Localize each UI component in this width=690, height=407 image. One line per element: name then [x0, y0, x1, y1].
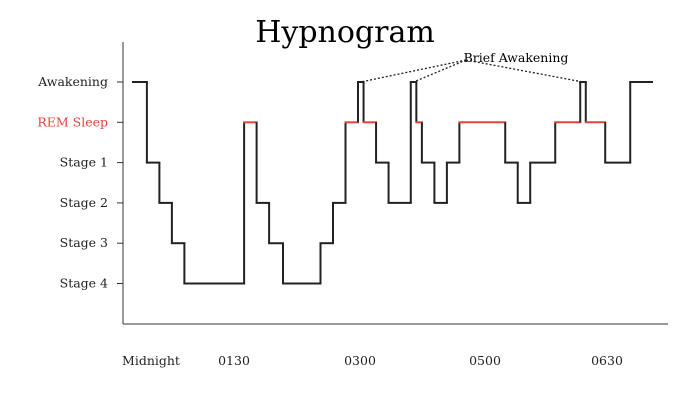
x-tick-label: 0630	[591, 353, 623, 368]
annotation-pointer	[360, 59, 467, 83]
y-tick-label: Stage 1	[60, 155, 108, 170]
chart-title: Hypnogram	[255, 15, 435, 50]
hypnogram-series	[132, 81, 653, 285]
y-tick-label: Stage 2	[60, 195, 108, 210]
x-tick-label: 0300	[344, 353, 376, 368]
annotation-pointer	[413, 59, 467, 83]
y-ticks: Awakening REM Sleep Stage 1 Stage 2 Stage 3 S…	[37, 74, 123, 291]
x-tick-label: 0130	[218, 353, 250, 368]
x-ticks: Midnight 0130 0300 0500 0630	[122, 353, 623, 368]
annotation-label: Brief Awakening	[464, 50, 569, 65]
y-tick-label: Stage 3	[60, 235, 108, 250]
y-tick-label: Stage 4	[60, 276, 108, 291]
axes	[122, 42, 668, 325]
x-tick-label: Midnight	[122, 353, 180, 368]
y-tick-label: REM Sleep	[37, 114, 108, 129]
brief-awakening-annotation: Brief Awakening	[360, 50, 584, 83]
x-tick-label: 0500	[469, 353, 501, 368]
y-tick-label: Awakening	[37, 74, 108, 89]
